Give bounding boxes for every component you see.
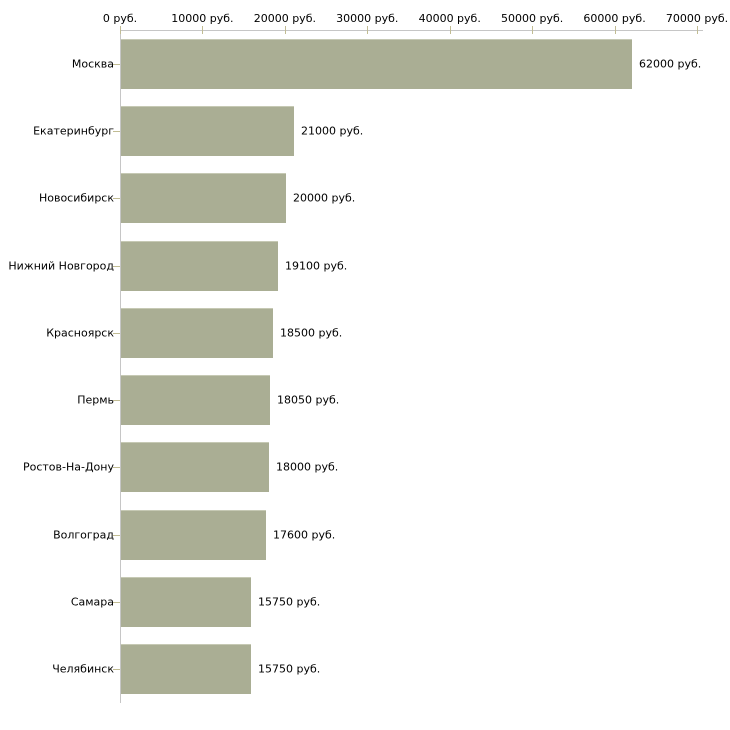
bar-value-label: 17600 руб. — [273, 528, 336, 542]
x-axis-tick-label: 40000 руб. — [418, 12, 481, 25]
y-axis-tick-mark — [113, 400, 120, 401]
category-label: Челябинск — [52, 662, 114, 676]
x-axis-tick-mark — [532, 26, 533, 34]
x-axis-line — [120, 30, 703, 31]
y-axis-tick-mark — [113, 602, 120, 603]
x-axis-tick-mark — [697, 26, 698, 34]
x-axis-tick-label: 10000 руб. — [171, 12, 234, 25]
category-label: Нижний Новгород — [8, 259, 114, 273]
y-axis-tick-mark — [113, 64, 120, 65]
x-axis-tick-mark — [450, 26, 451, 34]
bar — [121, 442, 269, 492]
category-label: Москва — [71, 57, 114, 71]
x-axis-tick-label: 30000 руб. — [336, 12, 399, 25]
x-axis-tick-label: 50000 руб. — [501, 12, 564, 25]
x-axis-tick-label: 60000 руб. — [583, 12, 646, 25]
x-axis-tick-label: 0 руб. — [102, 12, 138, 25]
bar-value-label: 18050 руб. — [277, 393, 340, 407]
y-axis-tick-mark — [113, 467, 120, 468]
y-axis-line — [120, 30, 121, 703]
y-axis-tick-mark — [113, 266, 120, 267]
bar-value-label: 19100 руб. — [285, 259, 348, 273]
bar — [121, 644, 251, 694]
category-label: Ростов-На-Дону — [22, 460, 114, 474]
bar — [121, 308, 273, 358]
category-label: Пермь — [77, 393, 114, 407]
bar — [121, 173, 286, 223]
bar-value-label: 21000 руб. — [301, 124, 364, 138]
bar-value-label: 15750 руб. — [258, 595, 321, 609]
bar — [121, 577, 251, 627]
y-axis-tick-mark — [113, 669, 120, 670]
x-axis-tick-mark — [285, 26, 286, 34]
bar-value-label: 18500 руб. — [280, 326, 343, 340]
bar — [121, 510, 266, 560]
bar-value-label: 15750 руб. — [258, 662, 321, 676]
x-axis-tick-mark — [120, 26, 121, 34]
category-label: Красноярск — [46, 326, 114, 340]
bar — [121, 39, 632, 89]
y-axis-tick-mark — [113, 131, 120, 132]
bar — [121, 375, 270, 425]
bar-value-label: 62000 руб. — [639, 57, 702, 71]
x-axis-tick-mark — [615, 26, 616, 34]
x-axis-tick-label: 20000 руб. — [253, 12, 316, 25]
x-axis-tick-mark — [367, 26, 368, 34]
category-label: Самара — [70, 595, 114, 609]
x-axis-tick-mark — [202, 26, 203, 34]
category-label: Екатеринбург — [33, 124, 114, 138]
x-axis-tick-label: 70000 руб. — [665, 12, 729, 25]
y-axis-tick-mark — [113, 198, 120, 199]
bar — [121, 241, 278, 291]
y-axis-tick-mark — [113, 535, 120, 536]
y-axis-tick-mark — [113, 333, 120, 334]
bar-value-label: 18000 руб. — [276, 460, 339, 474]
category-label: Новосибирск — [38, 191, 114, 205]
category-label: Волгоград — [53, 528, 114, 542]
bar-value-label: 20000 руб. — [293, 191, 356, 205]
bar — [121, 106, 294, 156]
